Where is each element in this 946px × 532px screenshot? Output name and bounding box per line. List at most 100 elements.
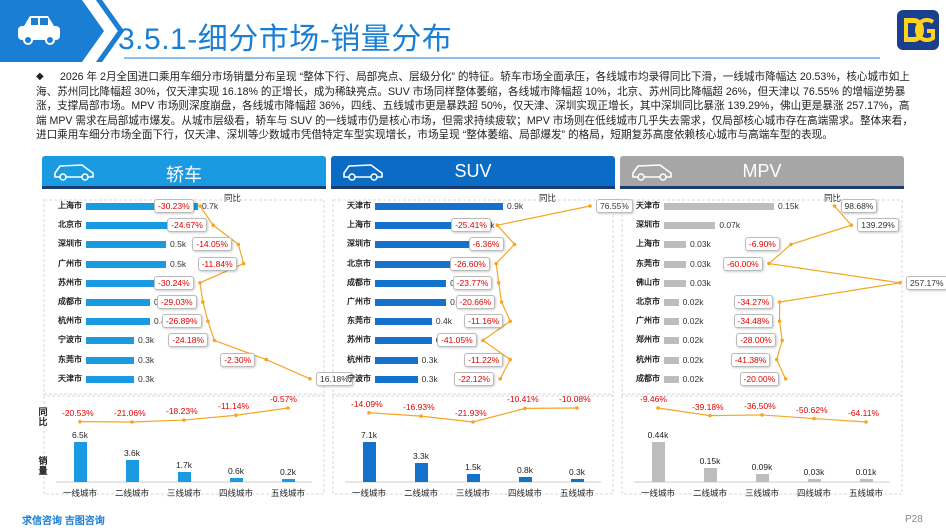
city-bar-value: 0.15k: [778, 201, 799, 211]
tier-chart-frame: [332, 393, 614, 495]
panel-1: SUV同比天津市0.9k76.55%上海市0.7k-25.41%深圳市0.7k-…: [331, 156, 633, 508]
tier-bar: [178, 471, 191, 482]
panel-2: MPV 同比 天津市 0.15k 98.68% 深圳市 0.07k 139.29% 上海市 0.0…: [620, 156, 946, 508]
tier-label: 五线城市: [848, 488, 883, 498]
city-bar-value: 0.3k: [138, 335, 155, 346]
panel-header: MPV: [620, 156, 904, 186]
city-bar-value: 0.3k: [138, 354, 155, 365]
city-label: 广州市: [636, 316, 660, 326]
city-bar: [664, 356, 679, 364]
city-label: 广州市: [347, 297, 371, 306]
city-yoy-point: [496, 281, 501, 285]
city-bar: [664, 279, 686, 287]
tier-bar: [282, 479, 295, 482]
tier-volume-label: 1.5k: [464, 461, 482, 472]
city-yoy-point: [211, 223, 215, 227]
city-bar: [375, 260, 461, 268]
tier-yoy-point: [471, 420, 475, 424]
city-label: 成都市: [58, 297, 82, 306]
city-bar: [664, 241, 686, 249]
city-yoy-point: [777, 300, 782, 304]
header-banner: [0, 0, 880, 62]
tier-volume-label: 7.1k: [360, 430, 378, 440]
city-label: 宁波市: [58, 335, 82, 345]
city-label: 深圳市: [58, 239, 82, 249]
city-yoy-point: [774, 357, 779, 362]
city-bar: [86, 203, 198, 210]
tier-bar: [74, 442, 87, 482]
city-bar: [375, 241, 475, 249]
city-yoy-point: [588, 204, 592, 208]
city-bar: [664, 318, 679, 326]
tier-volume-label: 6.5k: [71, 430, 89, 440]
tier-volume-label: 0.01k: [855, 467, 877, 477]
tier-yoy-point: [812, 416, 816, 421]
tier-label: 四线城市: [796, 488, 831, 498]
city-bar: [664, 299, 679, 306]
tier-label: 一线城市: [640, 488, 675, 498]
city-yoy-point: [783, 377, 788, 381]
city-yoy-label: -24.18%: [168, 333, 209, 348]
tier-volume-label: 0.8k: [516, 465, 534, 476]
city-yoy-label: -6.90%: [744, 237, 780, 252]
tier-chart-frame: [621, 393, 903, 495]
tier-label: 一线城市: [351, 488, 386, 498]
city-label: 上海市: [347, 220, 371, 230]
volume-side-label: 销量: [38, 456, 48, 476]
tier-volume-label: 3.3k: [412, 451, 430, 462]
tier-yoy-label: -21.06%: [114, 408, 146, 418]
vehicle-icon: [632, 164, 672, 181]
tier-volume-label: 0.44k: [647, 430, 669, 440]
tier-bar: [808, 479, 821, 482]
city-yoy-label: -41.05%: [437, 333, 477, 348]
tier-yoy-point: [656, 406, 660, 410]
panel-title: SUV: [454, 161, 492, 181]
city-bar: [664, 222, 716, 230]
city-label: 深圳市: [636, 220, 660, 230]
summary-paragraph: ◆ 2026 年 2月全国进口乘用车细分市场销量分布呈现 “整体下行、局部亮点、…: [36, 70, 920, 143]
city-yoy-point: [789, 242, 793, 247]
city-label: 郑州市: [636, 335, 660, 345]
city-yoy-label: 76.55%: [596, 199, 633, 213]
city-label: 成都市: [636, 373, 660, 383]
city-bar: [86, 356, 134, 364]
city-yoy-point: [198, 204, 202, 208]
city-chart-frame: [621, 199, 903, 397]
tier-yoy-point: [760, 413, 764, 417]
tier-bar: [860, 479, 873, 482]
city-yoy-point: [198, 281, 202, 285]
tier-yoy-label: -50.62%: [796, 404, 828, 415]
page-title: 3.5.1-细分市场-销量分布: [118, 23, 453, 56]
tier-yoy-point: [419, 414, 423, 418]
city-bar-value: 0.02k: [682, 335, 704, 346]
city-yoy-line: [481, 205, 591, 380]
city-yoy-point: [832, 204, 837, 208]
tier-label: 五线城市: [559, 488, 594, 498]
city-bar-value: 0.7k: [202, 201, 219, 211]
city-bar-value: 0.07k: [719, 220, 741, 231]
tier-yoy-label: -10.08%: [559, 394, 591, 404]
city-bar-value: 0.02k: [682, 316, 704, 327]
city-bar: [664, 337, 679, 345]
tier-bar: [415, 463, 428, 482]
city-chart-frame: [332, 199, 614, 397]
city-bar: [375, 318, 432, 326]
city-bar-value: 0.03k: [690, 277, 711, 288]
city-yoy-point: [508, 319, 512, 323]
city-yoy-point: [212, 338, 217, 343]
tier-label: 三线城市: [166, 488, 201, 498]
tier-volume-label: 0.09k: [751, 461, 773, 472]
city-yoy-point: [780, 338, 785, 343]
tier-yoy-point: [708, 413, 712, 418]
city-bar: [375, 279, 447, 287]
city-yoy-label: -23.77%: [452, 275, 493, 290]
tier-yoy-label: -21.93%: [455, 408, 487, 418]
city-yoy-point: [508, 357, 512, 362]
tier-yoy-label: -64.11%: [848, 408, 880, 418]
car-icon: [18, 16, 60, 45]
panel-0: 轿车同比上海市0.7k-30.23%北京市0.6k-24.67%深圳市0.5k-…: [42, 156, 353, 508]
city-yoy-label: -2.30%: [220, 352, 256, 367]
tier-yoy-point: [130, 420, 134, 424]
city-yoy-label: -34.48%: [733, 314, 774, 329]
city-label: 天津市: [347, 201, 371, 210]
